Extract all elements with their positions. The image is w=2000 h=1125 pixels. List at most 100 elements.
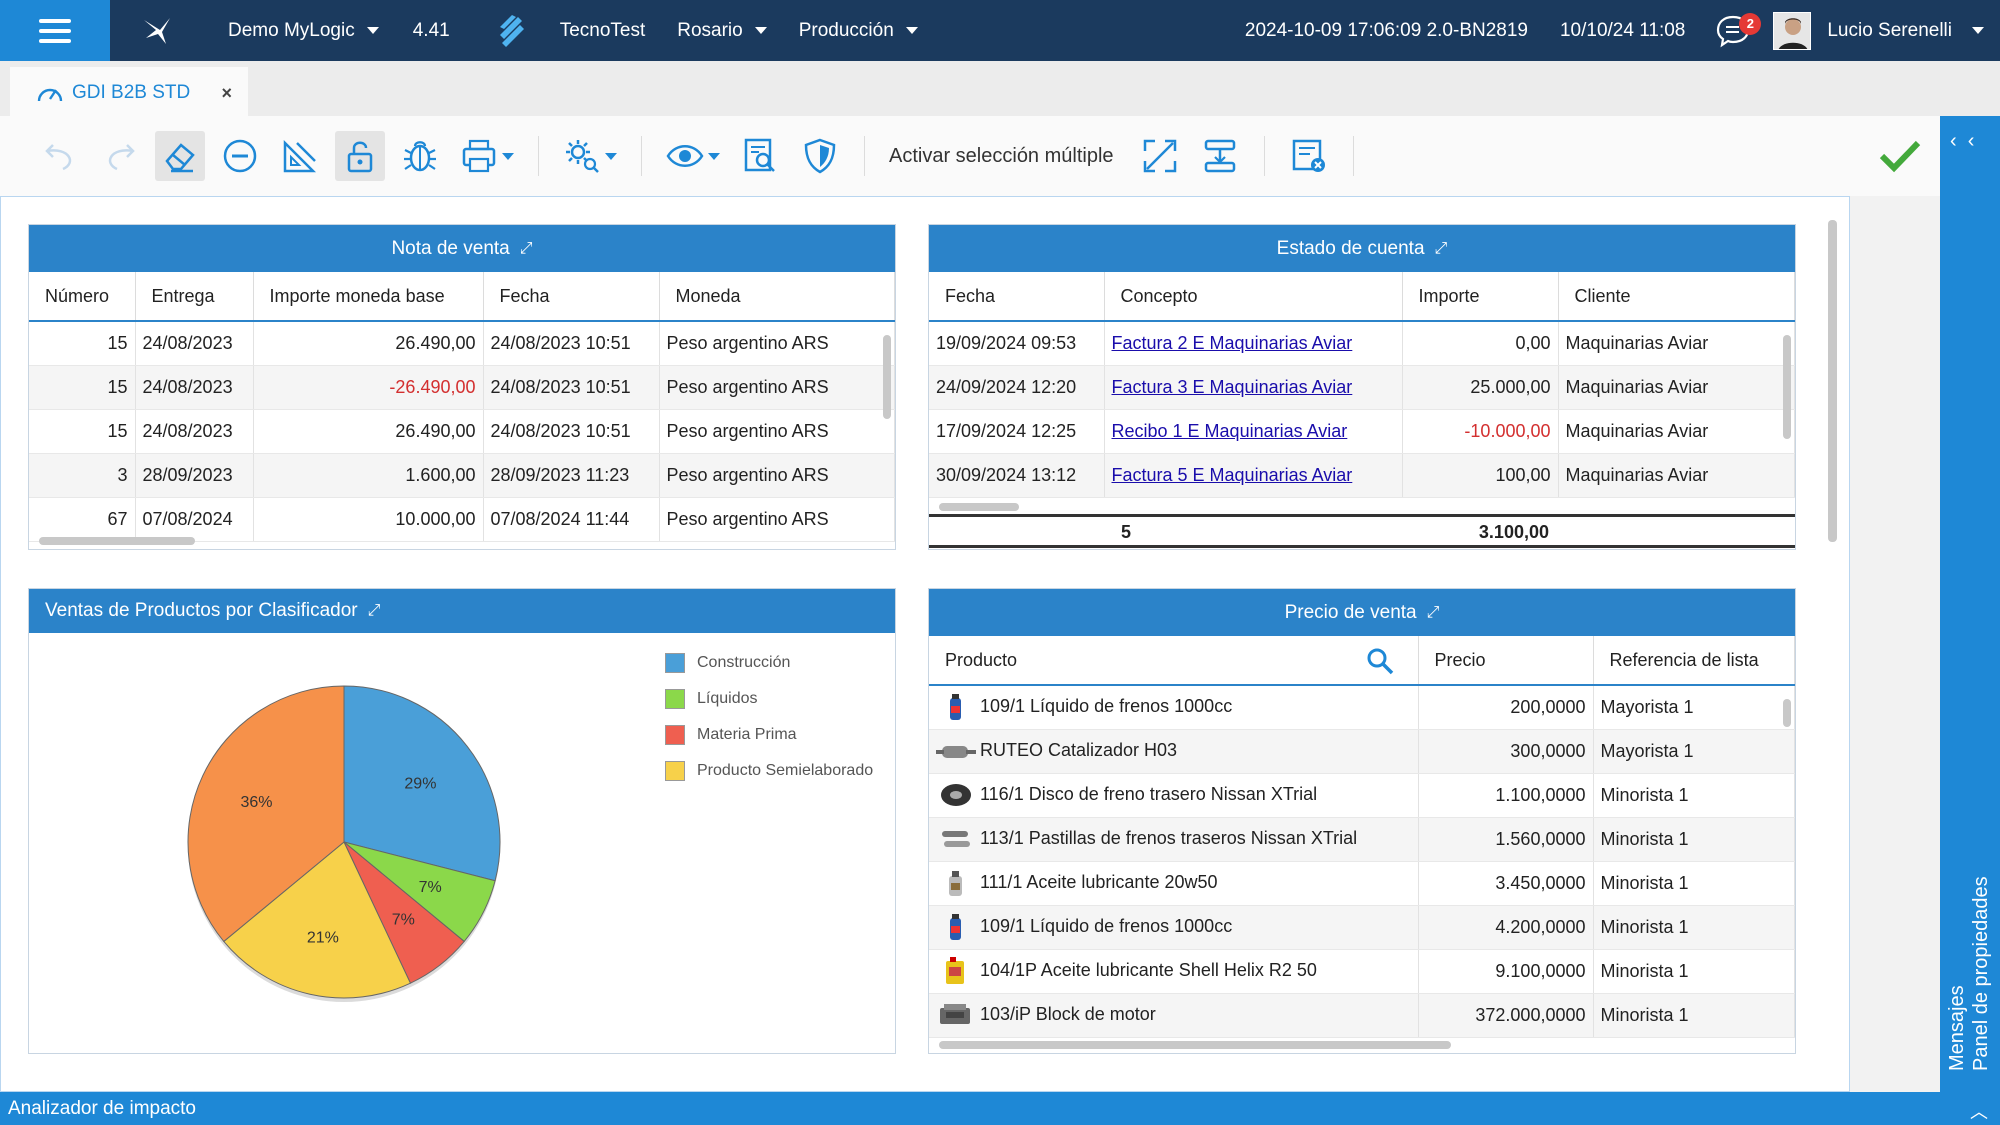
chevron-up-icon[interactable]: ︿: [1970, 1102, 1988, 1122]
legend-item[interactable]: Construcción: [665, 645, 873, 681]
vertical-scrollbar[interactable]: [883, 335, 891, 419]
menu-button[interactable]: [0, 0, 110, 61]
column-header[interactable]: Precio: [1418, 636, 1594, 686]
horizontal-scrollbar[interactable]: [939, 1041, 1451, 1049]
eraser-button[interactable]: [155, 131, 205, 181]
expand-button[interactable]: [1135, 131, 1185, 181]
legend-item[interactable]: Materia Prima: [665, 717, 873, 753]
column-header[interactable]: Fecha: [483, 272, 660, 322]
search-icon[interactable]: [1366, 647, 1394, 675]
concepto-link[interactable]: Factura 2 E Maquinarias Aviar: [1111, 332, 1353, 353]
horizontal-scrollbar[interactable]: [939, 503, 1019, 511]
multi-select-button[interactable]: Activar selección múltiple: [889, 144, 1114, 167]
notifications-button[interactable]: 2: [1715, 11, 1762, 51]
table-row[interactable]: 15 24/08/2023 26.490,00 24/08/2023 10:51 Pes…: [29, 409, 895, 454]
table-row[interactable]: 15 24/08/2023 -26.490,00 24/08/2023 10:51 Pe…: [29, 365, 895, 410]
document-search-button[interactable]: [735, 131, 785, 181]
legend-item[interactable]: Producto Semielaborado: [665, 753, 873, 789]
expand-icon[interactable]: ⤢: [519, 239, 533, 257]
vertical-scrollbar[interactable]: [1783, 335, 1791, 439]
table-row[interactable]: 67 07/08/2024 10.000,00 07/08/2024 11:44 Pes…: [29, 497, 895, 542]
impact-analyzer-label[interactable]: Analizador de impacto: [8, 1097, 196, 1119]
undo-button[interactable]: [35, 131, 85, 181]
concepto-link[interactable]: Factura 3 E Maquinarias Aviar: [1111, 376, 1353, 397]
pie-slice[interactable]: [343, 685, 501, 882]
align-button[interactable]: [1195, 131, 1245, 181]
legend-label: Construcción: [697, 654, 791, 671]
chevron-down-icon: [366, 27, 379, 34]
estado-cuenta-table: Fecha Concepto Importe Cliente 19/09/202…: [929, 272, 1795, 498]
unlock-button[interactable]: [335, 131, 385, 181]
legend-item[interactable]: Líquidos: [665, 681, 873, 717]
shield-button[interactable]: [795, 131, 845, 181]
expand-icon[interactable]: ⤢: [367, 602, 381, 619]
close-tab-button[interactable]: ×: [221, 83, 232, 103]
debug-button[interactable]: [395, 131, 445, 181]
table-row[interactable]: 109/1 Líquido de frenos 1000cc 4.200,0000…: [929, 905, 1795, 950]
hamburger-icon: [39, 16, 71, 46]
shield-icon: [804, 138, 836, 174]
environment-selector[interactable]: Producción: [783, 0, 934, 61]
gear-search-icon: [566, 140, 599, 173]
cell-precio: 200,0000: [1418, 685, 1594, 730]
panel-title: Ventas de Productos por Clasificador: [45, 600, 358, 621]
chevron-down-icon: [605, 152, 617, 160]
table-row[interactable]: 104/1P Aceite lubricante Shell Helix R2 …: [929, 949, 1795, 994]
table-row[interactable]: 103/iP Block de motor 372.000,0000 Minoris…: [929, 993, 1795, 1038]
cell-numero: 15: [29, 409, 136, 454]
avatar[interactable]: [1773, 11, 1812, 50]
column-header[interactable]: Entrega: [135, 272, 254, 322]
toolbar-divider: [538, 136, 539, 176]
table-row[interactable]: 24/09/2024 12:20 Factura 3 E Maquinarias …: [929, 365, 1795, 410]
vertical-scrollbar[interactable]: [1783, 699, 1791, 727]
page-vertical-scrollbar[interactable]: [1828, 220, 1837, 542]
table-row[interactable]: 15 24/08/2023 26.490,00 24/08/2023 10:51 Pes…: [29, 321, 895, 366]
table-row[interactable]: 17/09/2024 12:25 Recibo 1 E Maquinarias A…: [929, 409, 1795, 454]
cell-cliente: Maquinarias Aviar: [1558, 365, 1795, 410]
settings-search-button[interactable]: [558, 131, 622, 181]
table-row[interactable]: 109/1 Líquido de frenos 1000cc 200,0000 Ma…: [929, 685, 1795, 730]
column-header[interactable]: Moneda: [659, 272, 895, 322]
column-header[interactable]: Producto: [929, 636, 1419, 686]
concepto-link[interactable]: Factura 5 E Maquinarias Aviar: [1111, 464, 1353, 485]
table-row[interactable]: 113/1 Pastillas de frenos traseros Nissa…: [929, 817, 1795, 862]
user-menu[interactable]: Lucio Serenelli: [1827, 0, 2000, 61]
clear-list-button[interactable]: [1284, 131, 1334, 181]
table-row[interactable]: RUTEO Catalizador H03 300,0000 Mayorista 1: [929, 729, 1795, 774]
column-header[interactable]: Cliente: [1558, 272, 1795, 322]
unlock-icon: [347, 141, 373, 173]
company-selector[interactable]: Demo MyLogic: [204, 0, 395, 61]
design-button[interactable]: [275, 131, 325, 181]
column-header[interactable]: Número: [29, 272, 136, 322]
producto-name: 111/1 Aceite lubricante 20w50: [980, 871, 1218, 892]
column-header[interactable]: Importe moneda base: [253, 272, 484, 322]
collapse-panel-button[interactable]: ‹ ‹: [1950, 130, 1974, 153]
table-row[interactable]: 30/09/2024 13:12 Factura 5 E Maquinarias …: [929, 453, 1795, 498]
remove-button[interactable]: [215, 131, 265, 181]
table-row[interactable]: 19/09/2024 09:53 Factura 2 E Maquinarias …: [929, 321, 1795, 366]
table-row[interactable]: 3 28/09/2023 1.600,00 28/09/2023 11:23 Peso …: [29, 453, 895, 498]
horizontal-scrollbar[interactable]: [39, 537, 195, 545]
bird-logo-icon: [144, 17, 170, 44]
table-row[interactable]: 111/1 Aceite lubricante 20w50 3.450,0000 M…: [929, 861, 1795, 906]
view-button[interactable]: [661, 131, 725, 181]
messages-tab[interactable]: Mensajes: [1946, 985, 1968, 1071]
confirm-button[interactable]: [1875, 131, 1925, 181]
column-header[interactable]: Importe: [1402, 272, 1559, 322]
legend-label: Producto Semielaborado: [697, 762, 874, 779]
location-selector[interactable]: Rosario: [661, 0, 782, 61]
pie-slice[interactable]: [223, 841, 412, 999]
properties-panel-tab[interactable]: Panel de propiedades: [1970, 876, 1992, 1071]
concepto-link[interactable]: Recibo 1 E Maquinarias Aviar: [1111, 420, 1348, 441]
column-header[interactable]: Fecha: [929, 272, 1105, 322]
expand-icon[interactable]: ⤢: [1426, 603, 1440, 621]
column-header[interactable]: Concepto: [1104, 272, 1403, 322]
app-logo[interactable]: [110, 0, 204, 61]
tab-gdi-b2b-std[interactable]: GDI B2B STD ×: [10, 67, 248, 116]
table-row[interactable]: 116/1 Disco de freno trasero Nissan XTri…: [929, 773, 1795, 818]
redo-button[interactable]: [95, 131, 145, 181]
expand-icon[interactable]: ⤢: [1434, 239, 1448, 257]
column-header[interactable]: Referencia de lista: [1593, 636, 1795, 686]
print-button[interactable]: [455, 131, 519, 181]
pie-slice[interactable]: [187, 685, 345, 943]
